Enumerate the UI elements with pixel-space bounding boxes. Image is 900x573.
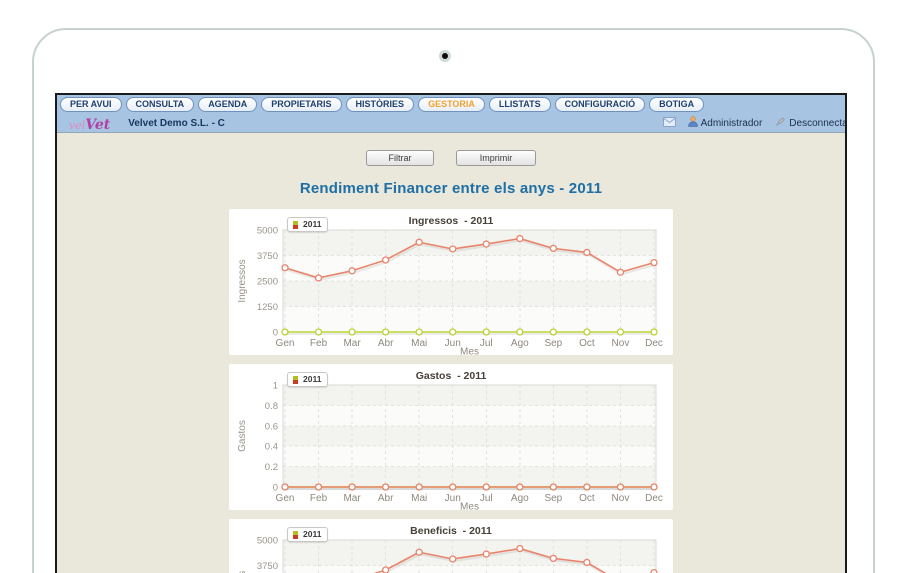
tab-agenda[interactable]: AGENDA	[198, 97, 258, 112]
print-button[interactable]: Imprimir	[456, 150, 536, 166]
filter-button[interactable]: Filtrar	[366, 150, 434, 166]
app-window: PER AVUI CONSULTA AGENDA PROPIETARIS HISTÒRI…	[55, 93, 847, 573]
svg-text:Jun: Jun	[445, 493, 461, 504]
brand-logo: velVet	[69, 114, 110, 133]
svg-text:Gastos: Gastos	[237, 420, 248, 452]
chart-svg-beneficis: Beneficis - 201101250250037505000Benefic…	[237, 525, 658, 573]
svg-text:Mai: Mai	[411, 338, 427, 349]
svg-text:Beneficis: Beneficis	[237, 571, 248, 573]
svg-text:2500: 2500	[257, 277, 278, 288]
chart-legend: 2011	[287, 372, 329, 387]
tab-llistats[interactable]: LLISTATS	[488, 97, 551, 112]
svg-text:Dec: Dec	[645, 493, 663, 504]
svg-text:Mai: Mai	[411, 493, 427, 504]
content-area: Filtrar Imprimir Rendiment Financer entr…	[57, 133, 845, 573]
disconnect-icon[interactable]	[774, 116, 786, 131]
page-title: Rendiment Financer entre els anys - 2011	[299, 180, 603, 197]
svg-text:Nov: Nov	[612, 493, 630, 504]
brand-logo-suffix: Vet	[85, 116, 111, 133]
svg-text:Mes: Mes	[460, 347, 479, 356]
chart-legend: 2011	[287, 527, 329, 542]
company-name: Velvet Demo S.L. - C	[128, 117, 225, 129]
svg-text:Nov: Nov	[612, 338, 630, 349]
svg-text:3750: 3750	[257, 251, 278, 262]
svg-text:Jul: Jul	[480, 338, 493, 349]
svg-text:Gen: Gen	[276, 338, 295, 349]
tab-propietaris[interactable]: PROPIETARIS	[261, 97, 342, 112]
tab-bar: PER AVUI CONSULTA AGENDA PROPIETARIS HISTÒRI…	[57, 95, 845, 114]
svg-text:Jun: Jun	[445, 338, 461, 349]
svg-text:0.6: 0.6	[265, 421, 278, 432]
svg-text:Gen: Gen	[276, 493, 295, 504]
svg-text:Mar: Mar	[343, 338, 361, 349]
svg-text:3750: 3750	[257, 561, 278, 572]
admin-label[interactable]: Administrador	[700, 117, 763, 129]
svg-text:Feb: Feb	[310, 338, 328, 349]
chart-svg-gastos: Gastos - 2011 0 0.2 0.4 0.6 0.8 1 Gastos Gen Feb M…	[237, 370, 663, 513]
chart-legend: 2011	[287, 217, 329, 232]
svg-text:0: 0	[273, 483, 278, 494]
svg-text:0.8: 0.8	[265, 401, 278, 412]
tab-botiga[interactable]: BOTIGA	[649, 97, 705, 112]
svg-text:Abr: Abr	[378, 493, 394, 504]
chart-svg-ingressos: Ingressos - 2011 0 1250 2500 3750 5000 Ingress…	[237, 215, 663, 358]
disconnect-label[interactable]: Desconnectar	[789, 117, 847, 129]
charts-container: Ingressos - 2011 0 1250 2500 3750 5000 Ingress…	[229, 209, 673, 573]
svg-text:Sep: Sep	[544, 493, 562, 504]
header-right: Administrador Desconnectar	[662, 116, 847, 131]
svg-text:Abr: Abr	[378, 338, 394, 349]
svg-text:0.4: 0.4	[265, 442, 278, 453]
svg-text:Oct: Oct	[579, 493, 595, 504]
svg-text:1250: 1250	[257, 302, 278, 313]
svg-text:Gastos - 2011: Gastos - 2011	[416, 370, 487, 382]
tab-gestoria[interactable]: GESTORIA	[418, 97, 485, 112]
svg-text:Ingressos: Ingressos	[237, 259, 248, 302]
svg-text:Beneficis - 2011: Beneficis - 2011	[410, 525, 492, 537]
camera-dot	[439, 50, 451, 62]
svg-text:Feb: Feb	[310, 493, 328, 504]
tab-histories[interactable]: HISTÒRIES	[345, 97, 415, 112]
tab-per-avui[interactable]: PER AVUI	[60, 97, 122, 112]
svg-text:Jul: Jul	[480, 493, 493, 504]
svg-text:Dec: Dec	[645, 338, 663, 349]
svg-text:5000: 5000	[257, 536, 278, 547]
mail-icon[interactable]	[662, 116, 676, 130]
svg-text:Oct: Oct	[579, 338, 595, 349]
svg-text:Mes: Mes	[460, 502, 479, 511]
header-bar: velVet Velvet Demo S.L. - C Administr	[57, 114, 845, 133]
svg-text:Sep: Sep	[544, 338, 562, 349]
svg-text:1: 1	[273, 381, 278, 392]
svg-text:5000: 5000	[257, 226, 278, 237]
tab-consulta[interactable]: CONSULTA	[125, 97, 195, 112]
user-icon[interactable]	[687, 116, 698, 130]
svg-text:Mar: Mar	[343, 493, 361, 504]
svg-text:Ago: Ago	[511, 338, 529, 349]
chart-panel-gastos: Gastos - 2011 0 0.2 0.4 0.6 0.8 1 Gastos Gen Feb M…	[229, 364, 673, 513]
toolbar: Filtrar Imprimir	[57, 150, 845, 166]
svg-text:Ingressos - 2011: Ingressos - 2011	[409, 215, 494, 227]
chart-panel-ingressos: Ingressos - 2011 0 1250 2500 3750 5000 Ingress…	[229, 209, 673, 358]
chart-panel-beneficis: Beneficis - 201101250250037505000Benefic…	[229, 519, 673, 573]
svg-text:0: 0	[273, 328, 278, 339]
svg-text:0.2: 0.2	[265, 462, 278, 473]
tab-configuracio[interactable]: CONFIGURACIÓ	[554, 97, 646, 112]
svg-text:Ago: Ago	[511, 493, 529, 504]
brand-logo-prefix: vel	[69, 118, 86, 132]
